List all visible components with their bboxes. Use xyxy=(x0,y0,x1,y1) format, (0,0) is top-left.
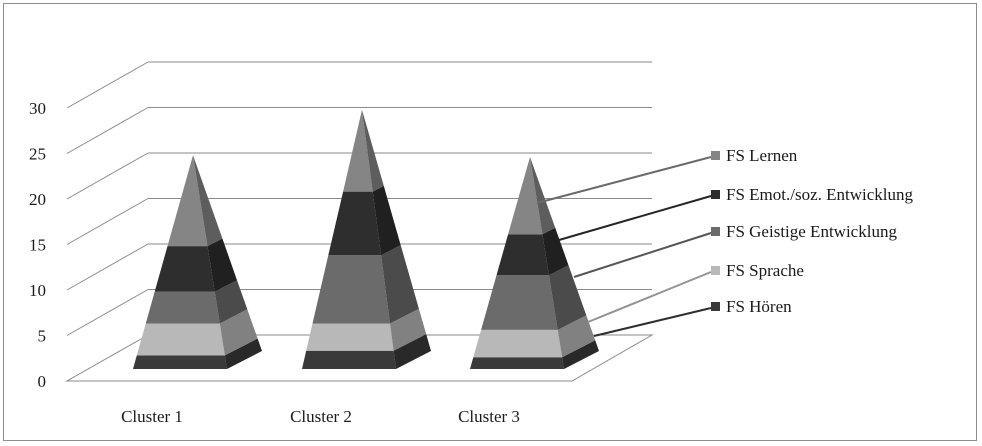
pyramid-2-segment-3-front xyxy=(312,255,390,324)
pyramid-2-segment-2-side xyxy=(390,308,427,351)
pyramid-3-segment-3-front xyxy=(481,275,558,330)
legend-swatch xyxy=(711,266,720,275)
pyramid-2-segment-2-front xyxy=(306,323,394,351)
pyramid-3-segment-2-side xyxy=(557,315,596,358)
pyramid-1-segment-1-front xyxy=(133,355,227,369)
legend-entry-label: FS Hören xyxy=(726,297,792,316)
pyramid-3 xyxy=(470,157,599,369)
legend-leader-line xyxy=(558,195,712,241)
pyramid-2-segment-1-side xyxy=(393,334,431,369)
pyramid-2-segment-1-front xyxy=(302,350,396,369)
legend-leader-line xyxy=(573,232,712,278)
chart-frame: 0 5 10 15 20 25 30 Cluster 1 Cluster 2 Cluster 3… xyxy=(3,3,977,441)
y-tick-label: 25 xyxy=(29,145,46,164)
pyramid-3-segment-4-front xyxy=(496,234,549,276)
pyramid-1-segment-4-front xyxy=(154,246,215,292)
pyramid-2-segment-5-side xyxy=(362,109,384,192)
pyramid-3-segment-1-side xyxy=(562,340,599,369)
gridline-side xyxy=(66,61,149,109)
legend-swatch xyxy=(711,190,720,199)
pyramid-1-segment-4-side xyxy=(207,238,237,292)
y-tick-label: 30 xyxy=(29,99,46,118)
pyramid-3-segment-5-front xyxy=(508,157,543,235)
legend-swatch xyxy=(711,302,720,311)
legend-entry-label: FS Lernen xyxy=(726,146,798,165)
chart-floor xyxy=(65,334,654,382)
gridline-side xyxy=(66,243,149,291)
pyramid-3-segment-2-front xyxy=(473,329,563,358)
pyramid-1 xyxy=(133,155,262,369)
x-category-label: Cluster 3 xyxy=(458,407,520,426)
y-tick-label: 10 xyxy=(29,281,46,300)
gridline-side xyxy=(66,152,149,200)
x-category-label: Cluster 2 xyxy=(290,407,352,426)
chart-svg: 0 5 10 15 20 25 30 Cluster 1 Cluster 2 Cluster 3… xyxy=(29,61,914,426)
pyramid-1-segment-3-side xyxy=(214,280,248,324)
y-tick-label: 15 xyxy=(29,236,46,255)
legend-swatch xyxy=(711,151,720,160)
pyramid-2-segment-3-side xyxy=(381,245,419,324)
legend-leader-line xyxy=(593,307,712,337)
pyramid-3-segment-4-side xyxy=(542,227,569,276)
gridline-side xyxy=(66,198,149,245)
x-axis-categories: Cluster 1 Cluster 2 Cluster 3 xyxy=(121,407,520,426)
y-tick-label: 0 xyxy=(38,372,47,391)
legend-leader-line xyxy=(536,156,712,204)
y-tick-label: 20 xyxy=(29,190,46,209)
pyramid-2-segment-4-side xyxy=(372,185,401,256)
legend-entry-label: FS Emot./soz. Entwicklung xyxy=(726,185,914,204)
y-axis-ticks: 0 5 10 15 20 25 30 xyxy=(29,99,46,391)
pyramid-3-segment-5-side xyxy=(530,157,556,235)
pyramid-1-segment-5-front xyxy=(167,155,208,247)
pyramid-1-segment-3-front xyxy=(145,291,220,324)
pyramid-3-segment-1-front xyxy=(470,357,564,369)
pyramid-2-segment-5-front xyxy=(343,109,373,192)
pyramid-1-segment-1-side xyxy=(224,338,262,369)
gridline-side xyxy=(66,107,149,154)
pyramid-1-segment-2-front xyxy=(136,323,225,356)
x-category-label: Cluster 1 xyxy=(121,407,183,426)
legend-entry-label: FS Geistige Entwicklung xyxy=(726,222,897,241)
pyramid-bars xyxy=(133,109,599,369)
pyramid-2-segment-4-front xyxy=(328,191,382,256)
pyramid-1-segment-5-side xyxy=(193,155,223,247)
legend-swatch xyxy=(711,227,720,236)
legend-entry-label: FS Sprache xyxy=(726,261,804,280)
legend-leader-line xyxy=(587,271,712,323)
pyramid-1-segment-2-side xyxy=(219,309,258,356)
pyramid-2 xyxy=(302,109,431,369)
y-tick-label: 5 xyxy=(38,327,47,346)
gridline-side xyxy=(66,289,149,336)
pyramid-3-segment-3-side xyxy=(549,265,587,330)
legend: FS Lernen FS Emot./soz. Entwicklung FS Gei… xyxy=(536,146,914,337)
